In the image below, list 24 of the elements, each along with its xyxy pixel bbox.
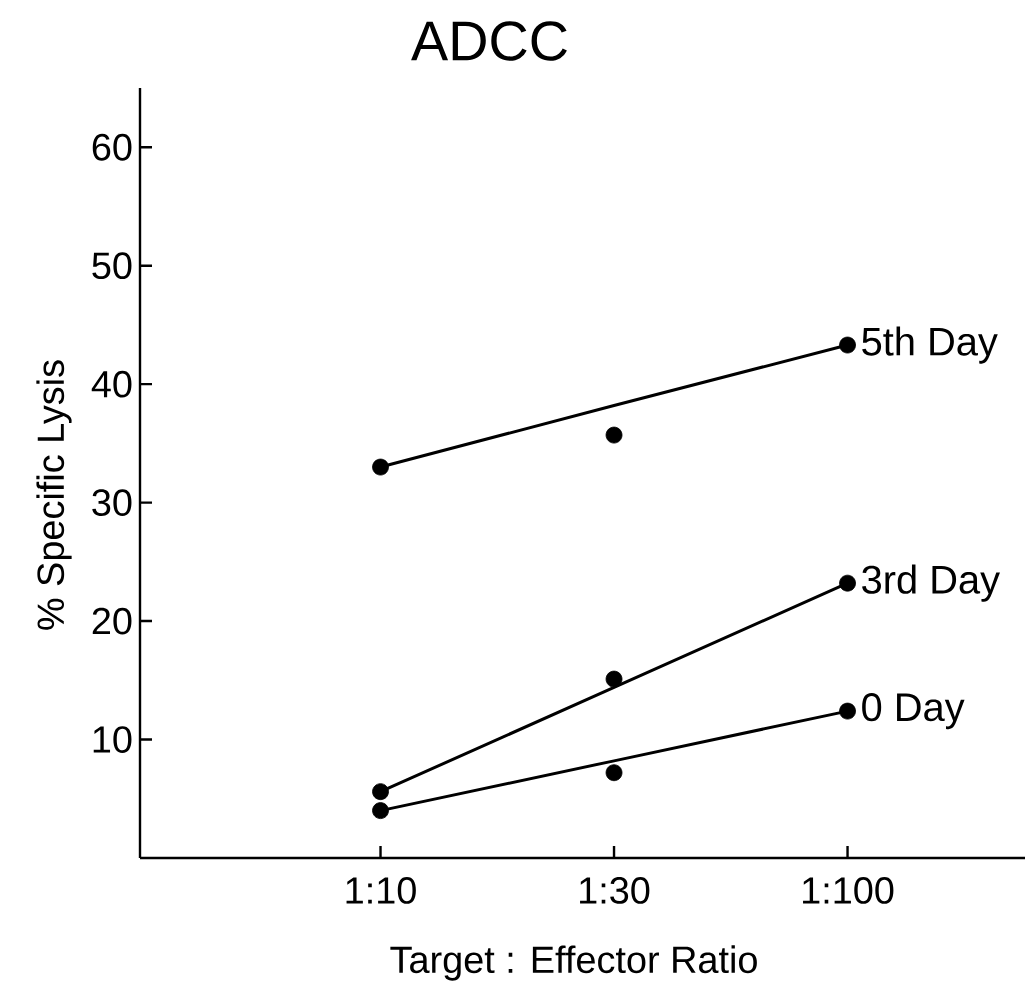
y-axis-title: % Specific Lysis [36, 360, 72, 630]
point [839, 336, 856, 354]
y-tick-label: 50 [92, 252, 132, 280]
point [372, 458, 389, 476]
point [605, 764, 623, 782]
series-label: 5th Day [862, 326, 998, 364]
point [605, 426, 623, 444]
point [605, 670, 623, 688]
x-tick-label: 1:10 [346, 877, 416, 904]
x-axis-title: Target : Effector Ratio [390, 945, 757, 981]
point [372, 783, 389, 801]
point [372, 802, 389, 820]
series-label: 3rd Day [862, 564, 1000, 602]
y-tick-label: 20 [92, 607, 132, 635]
y-tick-label: 40 [91, 370, 132, 398]
x-tick-label: 1:30 [580, 877, 650, 904]
point [839, 702, 856, 720]
x-tick-label: 1:100 [803, 877, 894, 904]
chart-title: ADCC [411, 21, 567, 61]
y-tick-label: 30 [92, 489, 132, 517]
series-label: 0 Day [862, 693, 965, 730]
y-tick-label: 10 [93, 726, 132, 753]
y-tick-label: 60 [92, 133, 132, 161]
point [839, 574, 856, 592]
